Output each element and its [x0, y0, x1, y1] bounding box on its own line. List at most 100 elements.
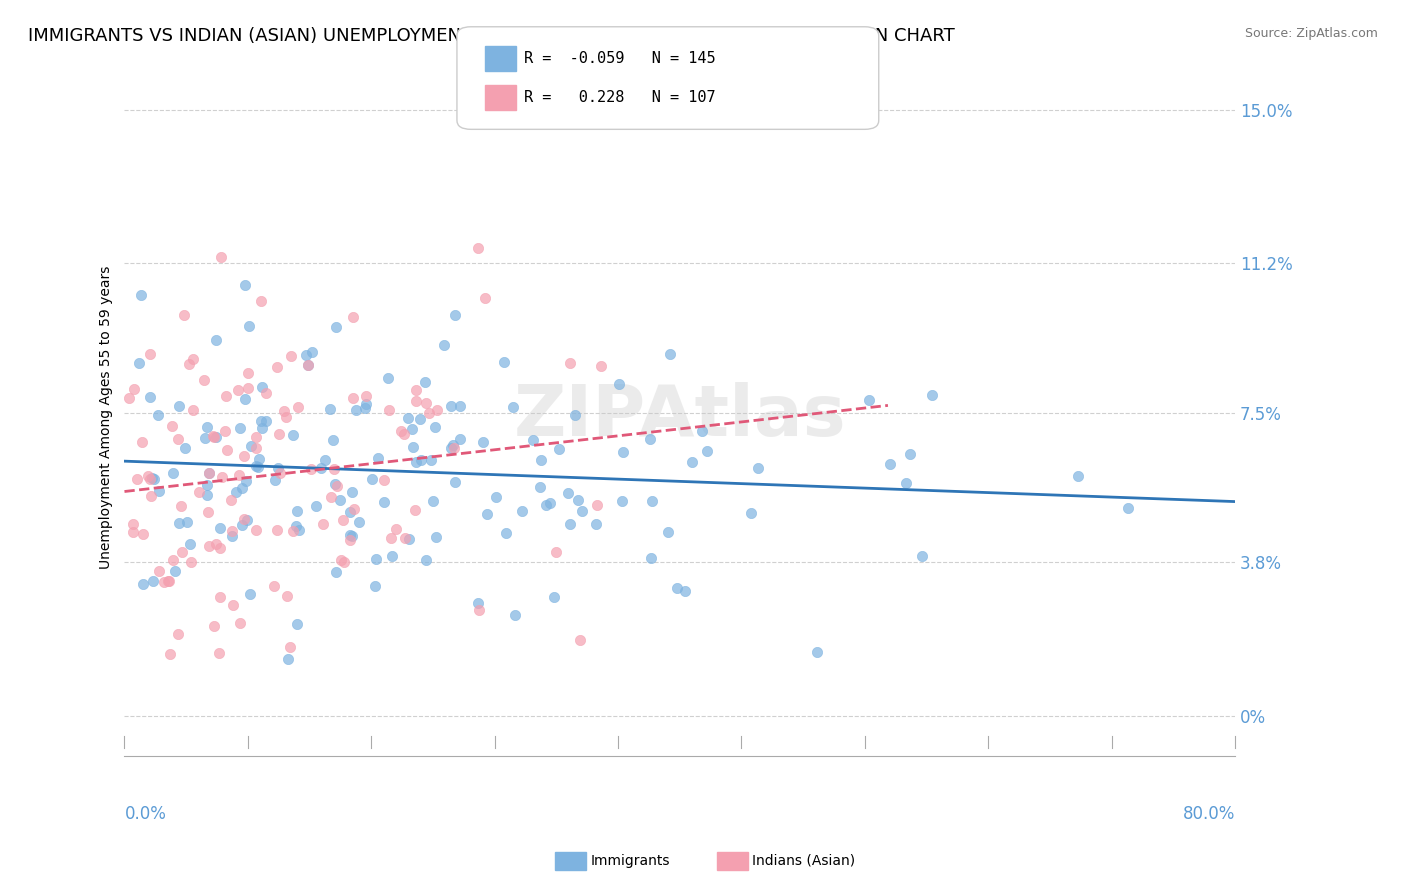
Point — [326, 479, 349, 493]
Point — [281, 524, 304, 539]
Point — [612, 445, 634, 459]
Point — [187, 485, 209, 500]
Point — [194, 431, 217, 445]
Point — [492, 355, 515, 369]
Text: R =  -0.059   N = 145: R = -0.059 N = 145 — [524, 52, 716, 66]
Point — [245, 523, 267, 537]
Point — [250, 414, 273, 428]
Point — [233, 449, 256, 463]
Text: ZIPAtlas: ZIPAtlas — [513, 383, 846, 451]
Point — [247, 451, 270, 466]
Point — [139, 347, 162, 361]
Point — [267, 460, 290, 475]
Point — [373, 473, 395, 487]
Point — [440, 441, 463, 455]
Point — [449, 432, 471, 446]
Point — [287, 524, 309, 538]
Point — [250, 421, 273, 435]
Point — [641, 493, 664, 508]
Point — [740, 506, 762, 520]
Point — [202, 430, 225, 444]
Point — [879, 458, 901, 472]
Point — [195, 419, 218, 434]
Point — [205, 333, 228, 347]
Point — [548, 442, 571, 456]
Point — [591, 359, 613, 373]
Point — [361, 472, 384, 486]
Point — [325, 476, 347, 491]
Point — [921, 388, 943, 402]
Point — [245, 459, 267, 474]
Point — [319, 491, 342, 505]
Point — [198, 467, 221, 481]
Point — [332, 555, 354, 569]
Point — [409, 453, 432, 467]
Point — [236, 513, 259, 527]
Point — [172, 545, 194, 559]
Point — [162, 553, 184, 567]
Point — [273, 404, 295, 418]
Point — [422, 494, 444, 508]
Point — [896, 476, 918, 491]
Point — [276, 410, 298, 425]
Point — [398, 532, 420, 546]
Point — [405, 383, 427, 397]
Point — [858, 393, 880, 408]
Point — [344, 402, 367, 417]
Point — [322, 433, 344, 447]
Point — [174, 441, 197, 455]
Point — [235, 475, 257, 489]
Point — [423, 420, 446, 434]
Point — [176, 515, 198, 529]
Point — [342, 391, 364, 405]
Point — [325, 320, 347, 334]
Point — [209, 590, 232, 604]
Point — [353, 401, 375, 416]
Point — [396, 410, 419, 425]
Point — [1067, 468, 1090, 483]
Point — [201, 429, 224, 443]
Point — [309, 460, 332, 475]
Point — [1116, 501, 1139, 516]
Point — [364, 579, 387, 593]
Point — [364, 551, 387, 566]
Point — [433, 337, 456, 351]
Point — [148, 564, 170, 578]
Point — [153, 575, 176, 590]
Point — [239, 587, 262, 601]
Point — [245, 442, 267, 456]
Point — [181, 403, 204, 417]
Point — [208, 541, 231, 556]
Point — [413, 376, 436, 390]
Point — [125, 472, 148, 486]
Point — [612, 494, 634, 508]
Point — [297, 358, 319, 372]
Point — [543, 591, 565, 605]
Y-axis label: Unemployment Among Ages 55 to 59 years: Unemployment Among Ages 55 to 59 years — [100, 265, 114, 568]
Point — [467, 596, 489, 610]
Point — [267, 426, 290, 441]
Point — [167, 627, 190, 641]
Point — [495, 526, 517, 541]
Point — [280, 350, 302, 364]
Point — [484, 491, 506, 505]
Point — [381, 549, 404, 563]
Point — [329, 492, 352, 507]
Point — [277, 652, 299, 666]
Point — [299, 462, 322, 476]
Point — [342, 310, 364, 324]
Point — [378, 402, 401, 417]
Point — [121, 525, 143, 540]
Text: 0.0%: 0.0% — [125, 805, 166, 823]
Point — [229, 421, 252, 435]
Point — [340, 529, 363, 543]
Point — [157, 574, 180, 588]
Point — [900, 447, 922, 461]
Point — [205, 430, 228, 444]
Point — [377, 370, 399, 384]
Point — [440, 399, 463, 413]
Point — [221, 529, 243, 543]
Point — [529, 480, 551, 494]
Point — [285, 504, 308, 518]
Point — [354, 397, 377, 411]
